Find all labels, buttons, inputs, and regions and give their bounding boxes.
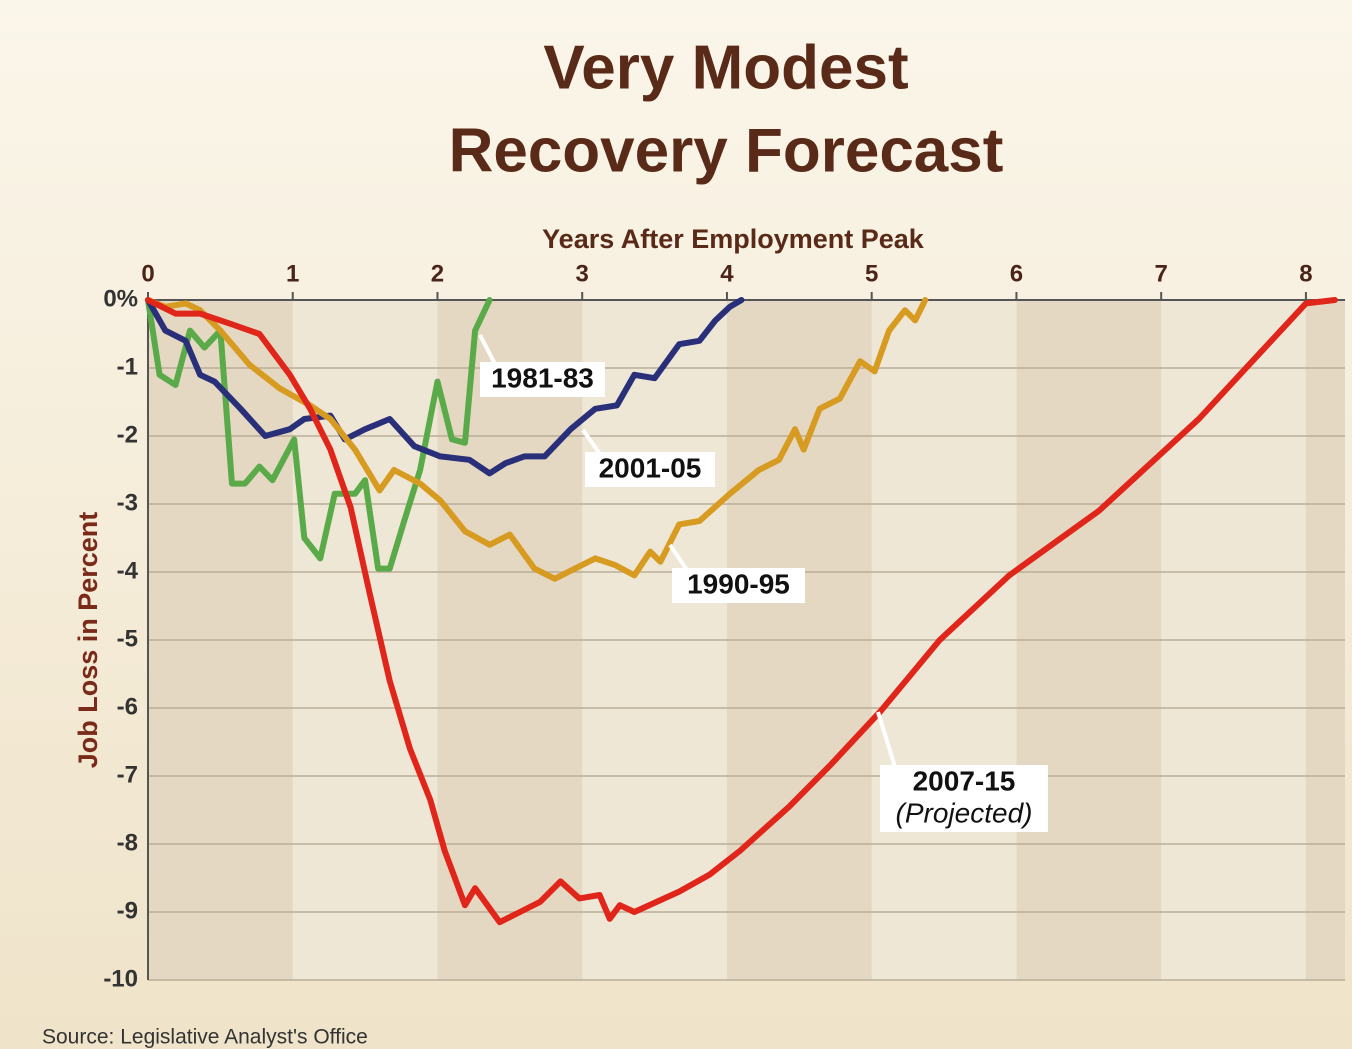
series-label: 1981-83: [491, 362, 594, 393]
label-box: [480, 362, 605, 397]
x-tick-label: 2: [431, 260, 444, 287]
data-line: [145, 297, 493, 572]
y-tick-label: -3: [117, 489, 138, 516]
x-tick-label: 0: [141, 260, 154, 287]
chart-title: Very Modest: [543, 33, 908, 102]
data-line: [145, 297, 1338, 926]
y-tick-label: -6: [117, 693, 138, 720]
data-line: [145, 297, 929, 582]
y-tick-label: -1: [117, 353, 138, 380]
data-line: [145, 297, 745, 477]
y-axis-label: Job Loss in Percent: [73, 512, 103, 769]
label-box: [585, 452, 715, 487]
source: Source: Legislative Analyst's Office: [42, 1026, 368, 1049]
y-tick-label: -7: [117, 761, 138, 788]
x-tick-label: 5: [865, 260, 878, 287]
label-pointer: [668, 543, 689, 572]
x-tick-label: 8: [1299, 260, 1312, 287]
label-pointer: [581, 428, 602, 456]
x-tick-label: 6: [1010, 260, 1023, 287]
label-box: [672, 568, 805, 603]
y-tick-label: -8: [117, 829, 138, 856]
y-tick-label: -2: [117, 421, 138, 448]
y-tick-label: 0%: [103, 285, 138, 312]
x-tick-label: 7: [1155, 260, 1168, 287]
annotation: (Projected): [896, 797, 1033, 828]
label-box: [880, 765, 1048, 832]
series-label: 2001-05: [599, 452, 702, 483]
y-tick-label: -4: [117, 557, 139, 584]
series-label: 1990-95: [687, 568, 790, 599]
x-tick-label: 1: [286, 260, 299, 287]
label-pointer: [876, 711, 897, 768]
chart-title: Recovery Forecast: [449, 116, 1004, 185]
label-pointer: [478, 334, 497, 365]
y-tick-label: -5: [117, 625, 138, 652]
series-label: 2007-15: [913, 765, 1016, 796]
x-axis-label: Years After Employment Peak: [542, 224, 925, 254]
x-tick-label: 3: [576, 260, 589, 287]
x-tick-label: 4: [720, 260, 734, 287]
y-tick-label: -10: [103, 965, 138, 992]
y-tick-label: -9: [117, 897, 138, 924]
